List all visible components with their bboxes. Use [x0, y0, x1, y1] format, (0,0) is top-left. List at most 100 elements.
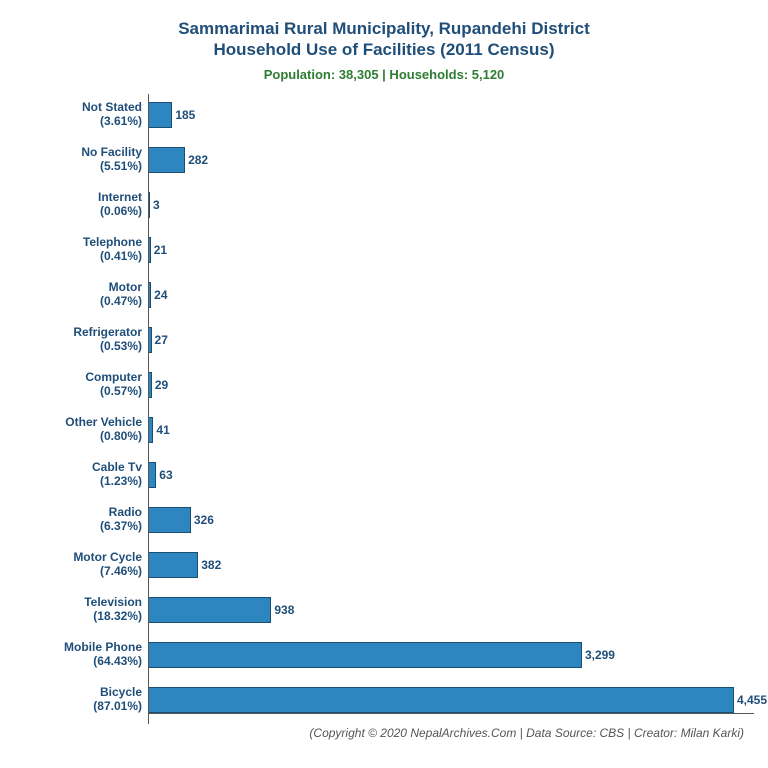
chart-container: Sammarimai Rural Municipality, Rupandehi…: [0, 0, 768, 768]
bar-row: Other Vehicle(0.80%) 41: [20, 409, 748, 451]
value-label: 938: [274, 603, 294, 617]
category-pct: (5.51%): [20, 160, 142, 174]
value-label: 41: [156, 423, 169, 437]
category-name: Telephone: [20, 236, 142, 250]
bar-row: Motor(0.47%) 24: [20, 274, 748, 316]
bar-track: 29: [148, 364, 748, 406]
category-label: Motor(0.47%): [20, 281, 148, 309]
bar-row: Television(18.32%) 938: [20, 589, 748, 631]
category-label: Internet(0.06%): [20, 191, 148, 219]
category-name: Television: [20, 596, 142, 610]
value-label: 4,455: [737, 693, 767, 707]
bar-row: Computer(0.57%) 29: [20, 364, 748, 406]
chart-title-line1: Sammarimai Rural Municipality, Rupandehi…: [20, 18, 748, 39]
bar: [148, 507, 191, 533]
bar-track: 24: [148, 274, 748, 316]
bar-row: Mobile Phone(64.43%) 3,299: [20, 634, 748, 676]
bar-track: 41: [148, 409, 748, 451]
value-label: 3: [153, 198, 160, 212]
bar-row: Motor Cycle(7.46%) 382: [20, 544, 748, 586]
category-pct: (3.61%): [20, 115, 142, 129]
category-pct: (0.80%): [20, 430, 142, 444]
chart-footer: (Copyright © 2020 NepalArchives.Com | Da…: [20, 726, 748, 740]
value-label: 24: [154, 288, 167, 302]
bar-track: 3,299: [148, 634, 748, 676]
category-name: Motor Cycle: [20, 551, 142, 565]
bar: [148, 687, 734, 713]
category-name: Mobile Phone: [20, 641, 142, 655]
bar-row: Telephone(0.41%) 21: [20, 229, 748, 271]
bar-track: 4,455: [148, 679, 748, 721]
category-name: Cable Tv: [20, 461, 142, 475]
category-pct: (18.32%): [20, 610, 142, 624]
category-label: Computer(0.57%): [20, 371, 148, 399]
category-name: Bicycle: [20, 686, 142, 700]
category-pct: (0.57%): [20, 385, 142, 399]
bar-track: 185: [148, 94, 748, 136]
bar: [148, 597, 271, 623]
category-pct: (87.01%): [20, 700, 142, 714]
bar: [148, 102, 172, 128]
category-label: Radio(6.37%): [20, 506, 148, 534]
category-name: Other Vehicle: [20, 416, 142, 430]
category-label: Refrigerator(0.53%): [20, 326, 148, 354]
chart-title-line2: Household Use of Facilities (2011 Census…: [20, 39, 748, 60]
category-label: Mobile Phone(64.43%): [20, 641, 148, 669]
bar: [148, 462, 156, 488]
category-pct: (1.23%): [20, 475, 142, 489]
bar-track: 382: [148, 544, 748, 586]
category-label: Motor Cycle(7.46%): [20, 551, 148, 579]
category-pct: (0.06%): [20, 205, 142, 219]
bar-row: Radio(6.37%) 326: [20, 499, 748, 541]
category-name: Motor: [20, 281, 142, 295]
bar-track: 3: [148, 184, 748, 226]
bar: [148, 642, 582, 668]
bar-row: Cable Tv(1.23%) 63: [20, 454, 748, 496]
value-label: 282: [188, 153, 208, 167]
category-pct: (7.46%): [20, 565, 142, 579]
category-label: No Facility(5.51%): [20, 146, 148, 174]
bar-track: 27: [148, 319, 748, 361]
bar-row: No Facility(5.51%) 282: [20, 139, 748, 181]
x-axis-baseline: [148, 713, 754, 714]
category-pct: (64.43%): [20, 655, 142, 669]
category-pct: (0.41%): [20, 250, 142, 264]
category-label: Bicycle(87.01%): [20, 686, 148, 714]
category-label: Not Stated(3.61%): [20, 101, 148, 129]
value-label: 326: [194, 513, 214, 527]
value-label: 27: [155, 333, 168, 347]
value-label: 29: [155, 378, 168, 392]
category-name: Internet: [20, 191, 142, 205]
bar-row: Internet(0.06%) 3: [20, 184, 748, 226]
value-label: 382: [201, 558, 221, 572]
bar-track: 282: [148, 139, 748, 181]
category-label: Television(18.32%): [20, 596, 148, 624]
category-label: Other Vehicle(0.80%): [20, 416, 148, 444]
category-name: Computer: [20, 371, 142, 385]
bar-row: Not Stated(3.61%) 185: [20, 94, 748, 136]
category-label: Cable Tv(1.23%): [20, 461, 148, 489]
bar-row: Refrigerator(0.53%) 27: [20, 319, 748, 361]
category-name: Refrigerator: [20, 326, 142, 340]
plot-area: Not Stated(3.61%) 185 No Facility(5.51%) 28…: [20, 94, 748, 724]
bar-track: 938: [148, 589, 748, 631]
category-name: Radio: [20, 506, 142, 520]
bar-row: Bicycle(87.01%)4,455: [20, 679, 748, 721]
category-pct: (0.47%): [20, 295, 142, 309]
category-label: Telephone(0.41%): [20, 236, 148, 264]
value-label: 185: [175, 108, 195, 122]
category-pct: (6.37%): [20, 520, 142, 534]
category-pct: (0.53%): [20, 340, 142, 354]
value-label: 3,299: [585, 648, 615, 662]
bar-track: 326: [148, 499, 748, 541]
value-label: 21: [154, 243, 167, 257]
value-label: 63: [159, 468, 172, 482]
bar-track: 63: [148, 454, 748, 496]
bar-track: 21: [148, 229, 748, 271]
bar: [148, 552, 198, 578]
bar: [148, 147, 185, 173]
category-name: Not Stated: [20, 101, 142, 115]
chart-subtitle: Population: 38,305 | Households: 5,120: [20, 67, 748, 82]
y-axis-baseline: [148, 94, 149, 724]
category-name: No Facility: [20, 146, 142, 160]
